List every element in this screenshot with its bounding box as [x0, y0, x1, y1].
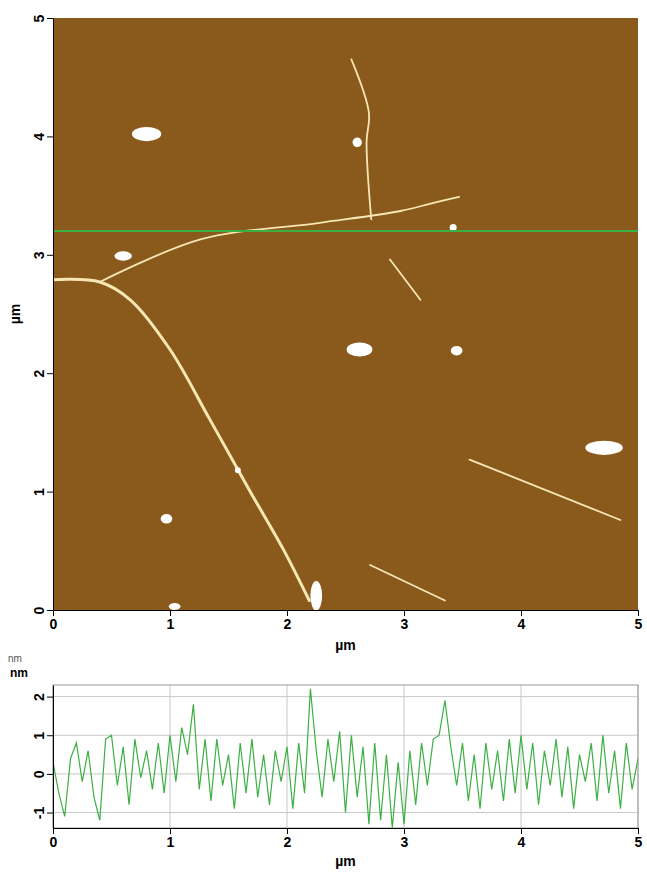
tick: 5	[635, 828, 643, 850]
tick-label: 2	[31, 693, 47, 701]
axis-line	[54, 610, 639, 611]
tick: 5	[635, 610, 643, 632]
x-axis-title: µm	[335, 637, 356, 653]
grid-line	[53, 696, 638, 697]
particle	[169, 603, 181, 610]
tick-label: -1	[31, 807, 47, 820]
tick-label: 2	[284, 616, 292, 632]
tick-label: 4	[518, 616, 526, 632]
fiber	[53, 279, 309, 600]
particle	[347, 342, 373, 356]
fiber	[390, 260, 420, 300]
tick: 2	[284, 828, 292, 850]
tick-label: 0	[50, 616, 58, 632]
particle	[161, 514, 173, 523]
tick-label: 3	[401, 616, 409, 632]
grid-line	[404, 685, 405, 828]
y-axis-title: µm	[7, 304, 23, 325]
unit-note: nm	[8, 653, 22, 664]
tick-mark	[47, 492, 53, 493]
plot-area	[53, 689, 638, 828]
tick-label: 1	[31, 732, 47, 740]
tick: 3	[401, 610, 409, 632]
y-axis: 0 1 2 3 4 5	[31, 14, 54, 614]
particle	[451, 346, 463, 355]
grid	[53, 685, 638, 828]
tick-mark	[47, 255, 53, 256]
profile-trace	[53, 689, 638, 828]
x-axis: 0 1 2 3 4 5	[50, 610, 643, 632]
particle	[450, 224, 457, 231]
figure: 0 1 2 3 4 5 0 1 2 3 4 5 µm µm nm nm 0 1 2 3 4 5 -1 0 1 2 µm	[0, 0, 647, 880]
tick-label: 0	[31, 770, 47, 778]
particle	[235, 467, 241, 473]
tick: 1	[167, 828, 175, 850]
axis-line	[54, 828, 639, 829]
tick-mark	[47, 18, 53, 19]
plot-frame	[53, 685, 638, 828]
fiber	[100, 197, 459, 282]
tick: 0	[31, 606, 53, 614]
y-axis-title: nm	[10, 666, 28, 680]
tick-label: 1	[31, 488, 47, 496]
tick-mark	[47, 373, 53, 374]
tick-mark	[47, 697, 53, 698]
tick: 2	[284, 610, 292, 632]
tick: 1	[31, 732, 53, 740]
tick-label: 0	[50, 834, 58, 850]
tick: 4	[518, 828, 526, 850]
fiber	[351, 59, 371, 219]
tick: 1	[31, 488, 53, 496]
particle	[353, 138, 362, 147]
y-axis: -1 0 1 2	[31, 686, 54, 829]
scan-background	[53, 18, 638, 610]
particle	[132, 127, 161, 141]
plot-area	[53, 18, 638, 610]
particle	[585, 441, 622, 455]
grid-line	[53, 735, 638, 736]
tick: 1	[167, 610, 175, 632]
fiber	[370, 565, 445, 601]
tick: 2	[31, 693, 53, 701]
fiber	[470, 460, 621, 520]
tick: 2	[31, 370, 53, 378]
grid-line	[170, 685, 171, 828]
tick-label: 5	[31, 14, 47, 22]
tick-mark	[47, 813, 53, 814]
tick: 4	[31, 133, 53, 141]
tick-label: 4	[31, 133, 47, 141]
tick: 4	[518, 610, 526, 632]
tick-label: 0	[31, 606, 47, 614]
grid-line	[521, 685, 522, 828]
tick: 5	[31, 14, 53, 22]
tick-label: 1	[167, 616, 175, 632]
tick-mark	[47, 610, 53, 611]
tick-label: 1	[167, 834, 175, 850]
tick: 0	[31, 770, 53, 778]
particle	[310, 581, 322, 610]
axis-line	[53, 19, 54, 611]
axis-line	[53, 686, 54, 829]
tick: 3	[31, 251, 53, 259]
profile-line	[53, 230, 638, 232]
tick-label: 5	[635, 616, 643, 632]
tick-label: 3	[401, 834, 409, 850]
tick-label: 2	[284, 834, 292, 850]
tick: 0	[50, 610, 58, 632]
particle	[114, 251, 132, 260]
tick-mark	[47, 774, 53, 775]
tick-label: 4	[518, 834, 526, 850]
tick: 0	[50, 828, 58, 850]
x-axis: 0 1 2 3 4 5	[50, 828, 643, 850]
x-axis-title: µm	[335, 853, 356, 869]
tick: -1	[31, 807, 53, 820]
tick-label: 2	[31, 370, 47, 378]
tick: 3	[401, 828, 409, 850]
tick-label: 5	[635, 834, 643, 850]
tick-mark	[47, 136, 53, 137]
tick-label: 3	[31, 251, 47, 259]
tick-mark	[47, 735, 53, 736]
